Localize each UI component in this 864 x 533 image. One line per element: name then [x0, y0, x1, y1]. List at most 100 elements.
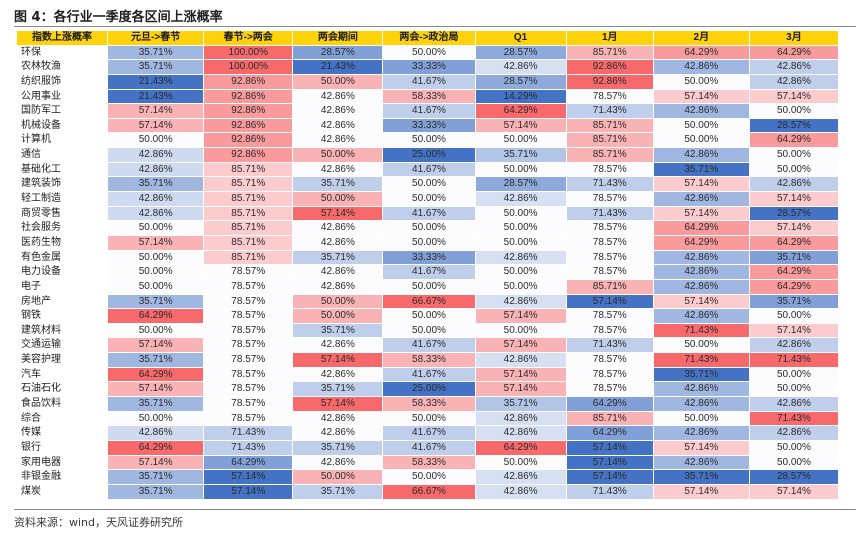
probability-cell: 42.86%: [653, 104, 750, 119]
probability-cell: 57.14%: [108, 338, 205, 354]
probability-cell: 64.29%: [566, 426, 654, 441]
probability-cell: 85.71%: [566, 279, 654, 295]
footer-divider: [14, 509, 856, 510]
probability-cell: 64.29%: [475, 440, 567, 456]
probability-cell: 42.86%: [749, 397, 839, 412]
probability-cell: 85.71%: [566, 133, 654, 149]
probability-cell: 50.00%: [475, 279, 567, 295]
probability-cell: 42.86%: [475, 484, 567, 500]
probability-cell: 71.43%: [566, 484, 654, 500]
probability-cell: 57.14%: [653, 294, 750, 310]
industry-name-cell: 传媒: [17, 426, 109, 441]
probability-cell: 71.43%: [566, 206, 654, 222]
probability-cell: 28.57%: [475, 45, 567, 61]
probability-cell: 21.43%: [108, 89, 205, 105]
table-row: 建筑材料 50.00% 78.57% 35.71% 50.00% 50.00% 78.57%…: [17, 323, 839, 339]
probability-cell: 57.14%: [749, 484, 839, 500]
probability-cell: 42.86%: [475, 353, 567, 368]
probability-cell: 42.86%: [293, 426, 384, 441]
probability-cell: 57.14%: [108, 382, 205, 398]
industry-name-cell: 电力设备: [17, 265, 109, 280]
probability-cell: 78.57%: [566, 162, 654, 178]
probability-cell: 58.33%: [383, 455, 476, 471]
probability-cell: 41.67%: [383, 426, 476, 441]
table-row: 食品饮料 35.71% 78.57% 57.14% 58.33% 35.71% 64.29%…: [17, 397, 839, 412]
column-header: 1月: [566, 31, 654, 46]
probability-cell: 35.71%: [108, 177, 205, 193]
probability-cell: 41.67%: [383, 338, 476, 354]
probability-cell: 64.29%: [749, 279, 839, 295]
probability-cell: 50.00%: [108, 411, 205, 427]
probability-cell: 41.67%: [383, 265, 476, 280]
industry-name-cell: 计算机: [17, 133, 109, 149]
probability-cell: 50.00%: [749, 440, 839, 456]
probability-cell: 33.33%: [383, 60, 476, 75]
probability-cell: 42.86%: [653, 60, 750, 75]
industry-name-cell: 汽车: [17, 367, 109, 383]
probability-cell: 50.00%: [475, 162, 567, 178]
probability-cell: 66.67%: [383, 484, 476, 500]
probability-cell: 64.29%: [475, 104, 567, 119]
probability-cell: 42.86%: [653, 397, 750, 412]
probability-cell: 25.00%: [383, 148, 476, 163]
table-row: 计算机 50.00% 92.86% 42.86% 50.00% 50.00% 85.71% 5…: [17, 133, 839, 149]
probability-cell: 35.71%: [108, 484, 205, 500]
probability-cell: 42.86%: [653, 455, 750, 471]
probability-cell: 41.67%: [383, 104, 476, 119]
probability-cell: 50.00%: [383, 133, 476, 149]
probability-cell: 57.14%: [566, 294, 654, 310]
probability-cell: 64.29%: [749, 265, 839, 280]
industry-name-cell: 煤炭: [17, 484, 109, 500]
probability-cell: 50.00%: [475, 455, 567, 471]
probability-cell: 28.57%: [749, 118, 839, 134]
probability-cell: 50.00%: [108, 133, 205, 149]
probability-cell: 42.86%: [293, 221, 384, 236]
title-divider: [14, 26, 856, 27]
probability-cell: 42.86%: [653, 148, 750, 163]
probability-cell: 21.43%: [293, 60, 384, 75]
probability-cell: 50.00%: [749, 367, 839, 383]
probability-cell: 50.00%: [108, 221, 205, 236]
probability-cell: 42.86%: [749, 338, 839, 354]
probability-cell: 42.86%: [475, 426, 567, 441]
table-row: 商贸零售 42.86% 85.71% 57.14% 41.67% 50.00% 71.43%…: [17, 206, 839, 222]
source-note: 资料来源：wind，天风证券研究所: [14, 516, 184, 529]
probability-cell: 71.43%: [566, 177, 654, 193]
industry-name-cell: 钢铁: [17, 309, 109, 324]
probability-cell: 41.67%: [383, 74, 476, 90]
probability-cell: 42.86%: [293, 455, 384, 471]
probability-cell: 57.14%: [108, 235, 205, 251]
probability-cell: 50.00%: [383, 221, 476, 236]
probability-cell: 42.86%: [293, 89, 384, 105]
table-row: 社会服务 50.00% 85.71% 42.86% 50.00% 50.00% 78.57%…: [17, 221, 839, 236]
probability-cell: 71.43%: [749, 411, 839, 427]
probability-cell: 57.14%: [475, 309, 567, 324]
table-row: 综合 50.00% 78.57% 42.86% 50.00% 42.86% 85.71% 50…: [17, 411, 839, 427]
probability-cell: 71.43%: [566, 338, 654, 354]
probability-cell: 42.86%: [653, 265, 750, 280]
probability-cell: 57.14%: [653, 440, 750, 456]
probability-cell: 78.57%: [566, 221, 654, 236]
probability-cell: 42.86%: [293, 235, 384, 251]
table-row: 轻工制造 42.86% 85.71% 50.00% 50.00% 42.86% 78.57%…: [17, 192, 839, 207]
probability-cell: 50.00%: [108, 265, 205, 280]
column-header: 指数上涨概率: [17, 31, 109, 46]
industry-name-cell: 基础化工: [17, 162, 109, 178]
probability-cell: 42.86%: [653, 426, 750, 441]
probability-cell: 42.86%: [108, 148, 205, 163]
column-header: 3月: [749, 31, 839, 46]
probability-cell: 42.86%: [475, 60, 567, 75]
industry-name-cell: 国防军工: [17, 104, 109, 119]
probability-cell: 50.00%: [475, 323, 567, 339]
probability-cell: 57.14%: [749, 221, 839, 236]
probability-cell: 85.71%: [204, 206, 294, 222]
table-row: 环保 35.71% 100.00% 28.57% 50.00% 28.57% 85.71% 6…: [17, 45, 839, 61]
table-row: 基础化工 42.86% 85.71% 42.86% 41.67% 50.00% 78.57%…: [17, 162, 839, 178]
probability-cell: 57.14%: [749, 89, 839, 105]
probability-cell: 64.29%: [653, 235, 750, 251]
probability-cell: 50.00%: [108, 250, 205, 266]
probability-cell: 85.71%: [204, 221, 294, 236]
probability-cell: 42.86%: [749, 177, 839, 193]
probability-cell: 35.71%: [293, 323, 384, 339]
probability-cell: 35.71%: [108, 397, 205, 412]
